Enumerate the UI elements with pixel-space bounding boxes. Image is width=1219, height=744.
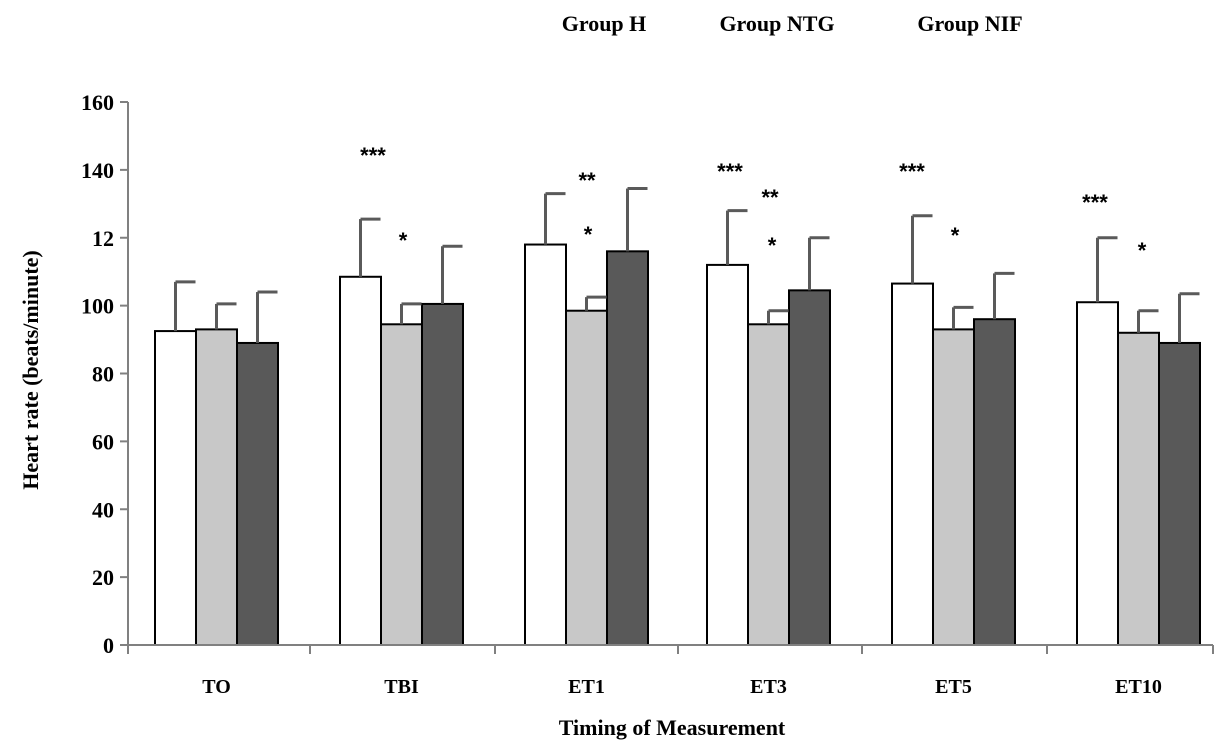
x-tick-label: ET5	[935, 676, 972, 698]
bar-group-ntg-to	[195, 328, 238, 646]
bar-group-nif-tbi	[421, 302, 464, 646]
bar-group-h-tbi	[339, 275, 382, 646]
legend-label: Group NIF	[917, 11, 1022, 36]
significance-marker: ***	[360, 143, 386, 168]
bar-group-ntg-tbi	[380, 323, 423, 646]
bar-group-ntg-et5	[932, 328, 975, 646]
y-tick-label: 40	[92, 497, 114, 522]
significance-marker: ***	[1082, 190, 1108, 215]
chart-legend: Group H Group NTG Group NIF	[562, 11, 1023, 36]
significance-marker: **	[761, 185, 779, 210]
bar-group-h-et10	[1076, 301, 1119, 646]
significance-marker: *	[1138, 238, 1147, 263]
significance-marker: *	[399, 228, 408, 253]
y-axis-title: Heart rate (beats/minute)	[18, 250, 43, 489]
bar-group-nif-to	[236, 341, 279, 646]
significance-marker: *	[951, 223, 960, 248]
x-tick-label: ET10	[1115, 676, 1162, 698]
legend-label: Group H	[562, 11, 647, 36]
x-axis: TO TBI ET1 ET3 ET5 ET10	[127, 644, 1214, 698]
bar-group-nif-et3	[788, 289, 831, 646]
significance-marker: *	[584, 222, 593, 247]
significance-marker: **	[578, 168, 596, 193]
y-tick-label: 0	[103, 633, 114, 658]
x-axis-title: Timing of Measurement	[559, 715, 786, 740]
significance-marker: ***	[717, 159, 743, 184]
significance-marker: ***	[899, 159, 925, 184]
bar-group-h-et5	[891, 282, 934, 646]
y-tick-label: 80	[92, 362, 114, 387]
significance-markers: *********************	[360, 143, 1147, 263]
bar-group-ntg-et1	[565, 309, 608, 646]
bar-group-nif-et10	[1158, 341, 1201, 646]
y-axis: 0 20 40 60 80 100 12 140 160	[81, 90, 129, 658]
bar-group-h-to	[154, 330, 197, 646]
error-bars	[174, 187, 1200, 343]
bar-group-ntg-et10	[1117, 331, 1160, 646]
y-tick-label: 12	[92, 226, 114, 251]
x-tick-label: ET3	[750, 676, 787, 698]
bar-group-nif-et1	[606, 250, 649, 646]
y-tick-label: 100	[81, 294, 114, 319]
y-tick-label: 60	[92, 429, 114, 454]
bar-group-h-et1	[524, 243, 567, 646]
x-tick-label: TBI	[384, 676, 419, 698]
y-tick-label: 20	[92, 565, 114, 590]
significance-marker: *	[768, 233, 777, 258]
x-tick-label: TO	[202, 676, 231, 698]
bar-groups	[154, 243, 1201, 646]
bar-group-ntg-et3	[747, 323, 790, 646]
y-tick-label: 140	[81, 158, 114, 183]
bar-group-h-et3	[706, 263, 749, 646]
y-tick-label: 160	[81, 90, 114, 115]
bar-group-nif-et5	[973, 318, 1016, 646]
legend-label: Group NTG	[719, 11, 834, 36]
x-tick-label: ET1	[568, 676, 605, 698]
